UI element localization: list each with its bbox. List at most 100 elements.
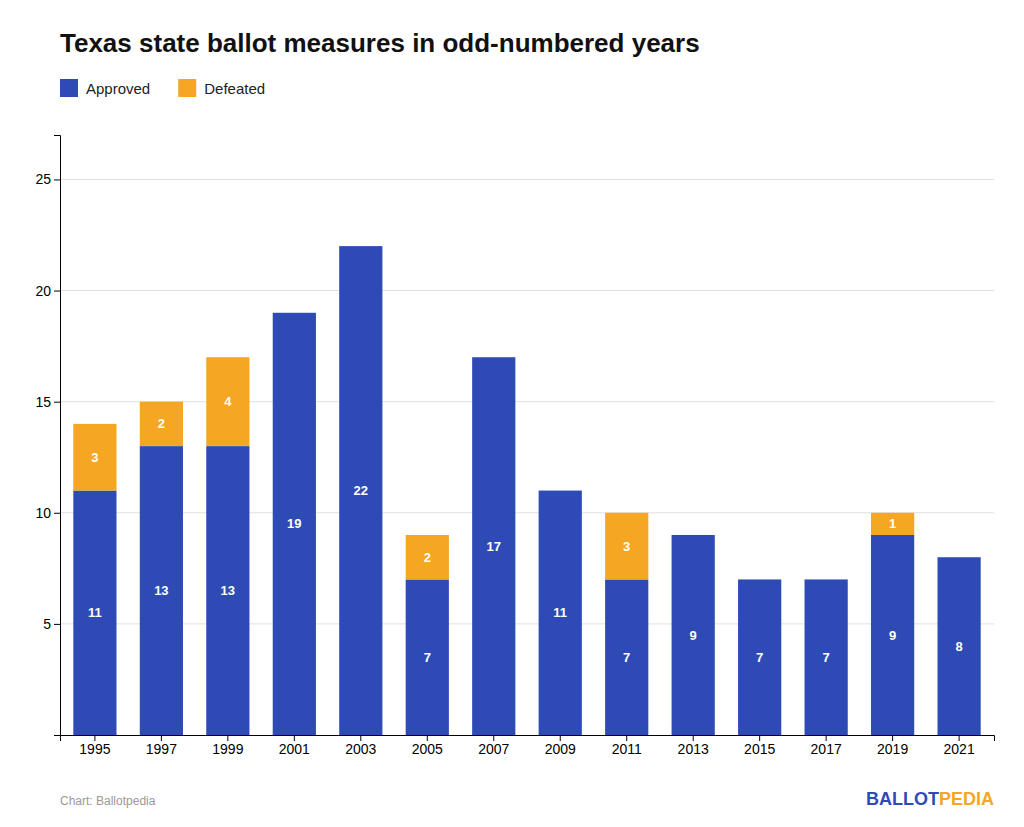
tick: 2007 <box>478 735 509 757</box>
tick-label: 1997 <box>146 741 177 757</box>
bar <box>472 357 515 735</box>
bar <box>738 579 781 735</box>
grid-line <box>60 290 994 291</box>
grid-line <box>60 401 994 402</box>
tick: 2021 <box>944 735 975 757</box>
tick: 15 <box>35 394 60 410</box>
bar <box>472 357 515 358</box>
data-label: 9 <box>690 628 697 643</box>
tick-label: 2019 <box>877 741 908 757</box>
bar <box>672 535 715 536</box>
tick: 1997 <box>146 735 177 757</box>
bar <box>805 579 848 580</box>
tick-label: 25 <box>35 171 51 187</box>
tick-label: 1995 <box>79 741 110 757</box>
bar <box>937 557 980 735</box>
data-label: 3 <box>91 450 98 465</box>
tick-mark <box>54 179 60 180</box>
data-label: 11 <box>88 605 102 620</box>
title: Texas state ballot measures in odd-numbe… <box>60 28 700 58</box>
legend-label: Approved <box>86 80 150 97</box>
x-axis: 1995 1997 1999 2001 2003 2005 2007 2009 2011 2013… <box>61 735 995 757</box>
tick-label: 15 <box>35 394 51 410</box>
tick-label: 2003 <box>345 741 376 757</box>
tick: 2013 <box>678 735 709 757</box>
bar <box>206 446 249 735</box>
credit: Chart: Ballotpedia <box>60 794 156 808</box>
bar <box>871 513 914 535</box>
legend-swatch <box>178 79 196 97</box>
bar <box>73 424 116 491</box>
logo-part: PEDIA <box>939 789 994 809</box>
data-label: 4 <box>224 394 232 409</box>
data-label: 9 <box>889 628 896 643</box>
tick: 1995 <box>79 735 110 757</box>
tick-label: 2021 <box>944 741 975 757</box>
data-label: 17 <box>487 539 501 554</box>
data-label: 13 <box>154 583 168 598</box>
bar <box>140 402 183 446</box>
bar <box>539 491 582 735</box>
tick-label: 2001 <box>279 741 310 757</box>
legend-swatch <box>60 79 78 97</box>
legend: Approved Defeated <box>60 79 265 97</box>
data-label: 11 <box>553 605 567 620</box>
tick-label: 1999 <box>212 741 243 757</box>
bar <box>339 246 382 247</box>
grid-line <box>60 623 994 624</box>
tick: 2017 <box>811 735 842 757</box>
data-labels: 111313192271711797798324231 <box>88 394 963 665</box>
tick: 2009 <box>545 735 576 757</box>
bar <box>605 513 648 580</box>
data-label: 7 <box>623 650 630 665</box>
chart: Texas state ballot measures in odd-numbe… <box>0 0 1024 827</box>
legend-item: Defeated <box>178 79 265 97</box>
tick-label: 2013 <box>678 741 709 757</box>
tick: 2001 <box>279 735 310 757</box>
grid-line <box>60 179 994 180</box>
data-label: 7 <box>756 650 763 665</box>
tick: 10 <box>35 505 60 521</box>
bar <box>273 313 316 735</box>
grid-line <box>60 512 994 513</box>
tick: 2011 <box>612 735 642 757</box>
bar <box>73 491 116 735</box>
data-label: 7 <box>424 650 431 665</box>
tick: 2005 <box>412 735 443 757</box>
tick-mark <box>54 291 60 292</box>
tick-label: 20 <box>35 283 51 299</box>
bar <box>339 246 382 735</box>
bar <box>406 579 449 735</box>
tick-label: 2015 <box>744 741 775 757</box>
tick-mark <box>54 402 60 403</box>
tick: 5 <box>43 616 60 632</box>
tick: 20 <box>35 283 60 299</box>
grid <box>60 179 994 623</box>
data-label: 2 <box>158 416 165 431</box>
bar <box>605 579 648 735</box>
legend-label: Defeated <box>204 80 265 97</box>
bar <box>206 357 249 446</box>
tick-label: 2009 <box>545 741 576 757</box>
tick-label: 2005 <box>412 741 443 757</box>
tick-mark <box>54 513 60 514</box>
data-label: 13 <box>221 583 235 598</box>
bar <box>805 579 848 735</box>
legend-item: Approved <box>60 79 150 97</box>
tick: 25 <box>35 171 60 187</box>
logo-part: BALLOT <box>866 789 939 809</box>
data-label: 1 <box>889 516 896 531</box>
tick-label: 2011 <box>612 741 642 757</box>
bar <box>738 579 781 580</box>
bar <box>672 535 715 735</box>
tick-label: 2017 <box>811 741 842 757</box>
data-label: 19 <box>287 516 301 531</box>
data-label: 22 <box>354 483 368 498</box>
tick: 2015 <box>744 735 775 757</box>
tick-label: 5 <box>43 616 51 632</box>
axis-line <box>61 736 995 742</box>
data-label: 2 <box>424 550 431 565</box>
tick-label: 10 <box>35 505 51 521</box>
bar <box>871 535 914 735</box>
tick: 1999 <box>212 735 243 757</box>
